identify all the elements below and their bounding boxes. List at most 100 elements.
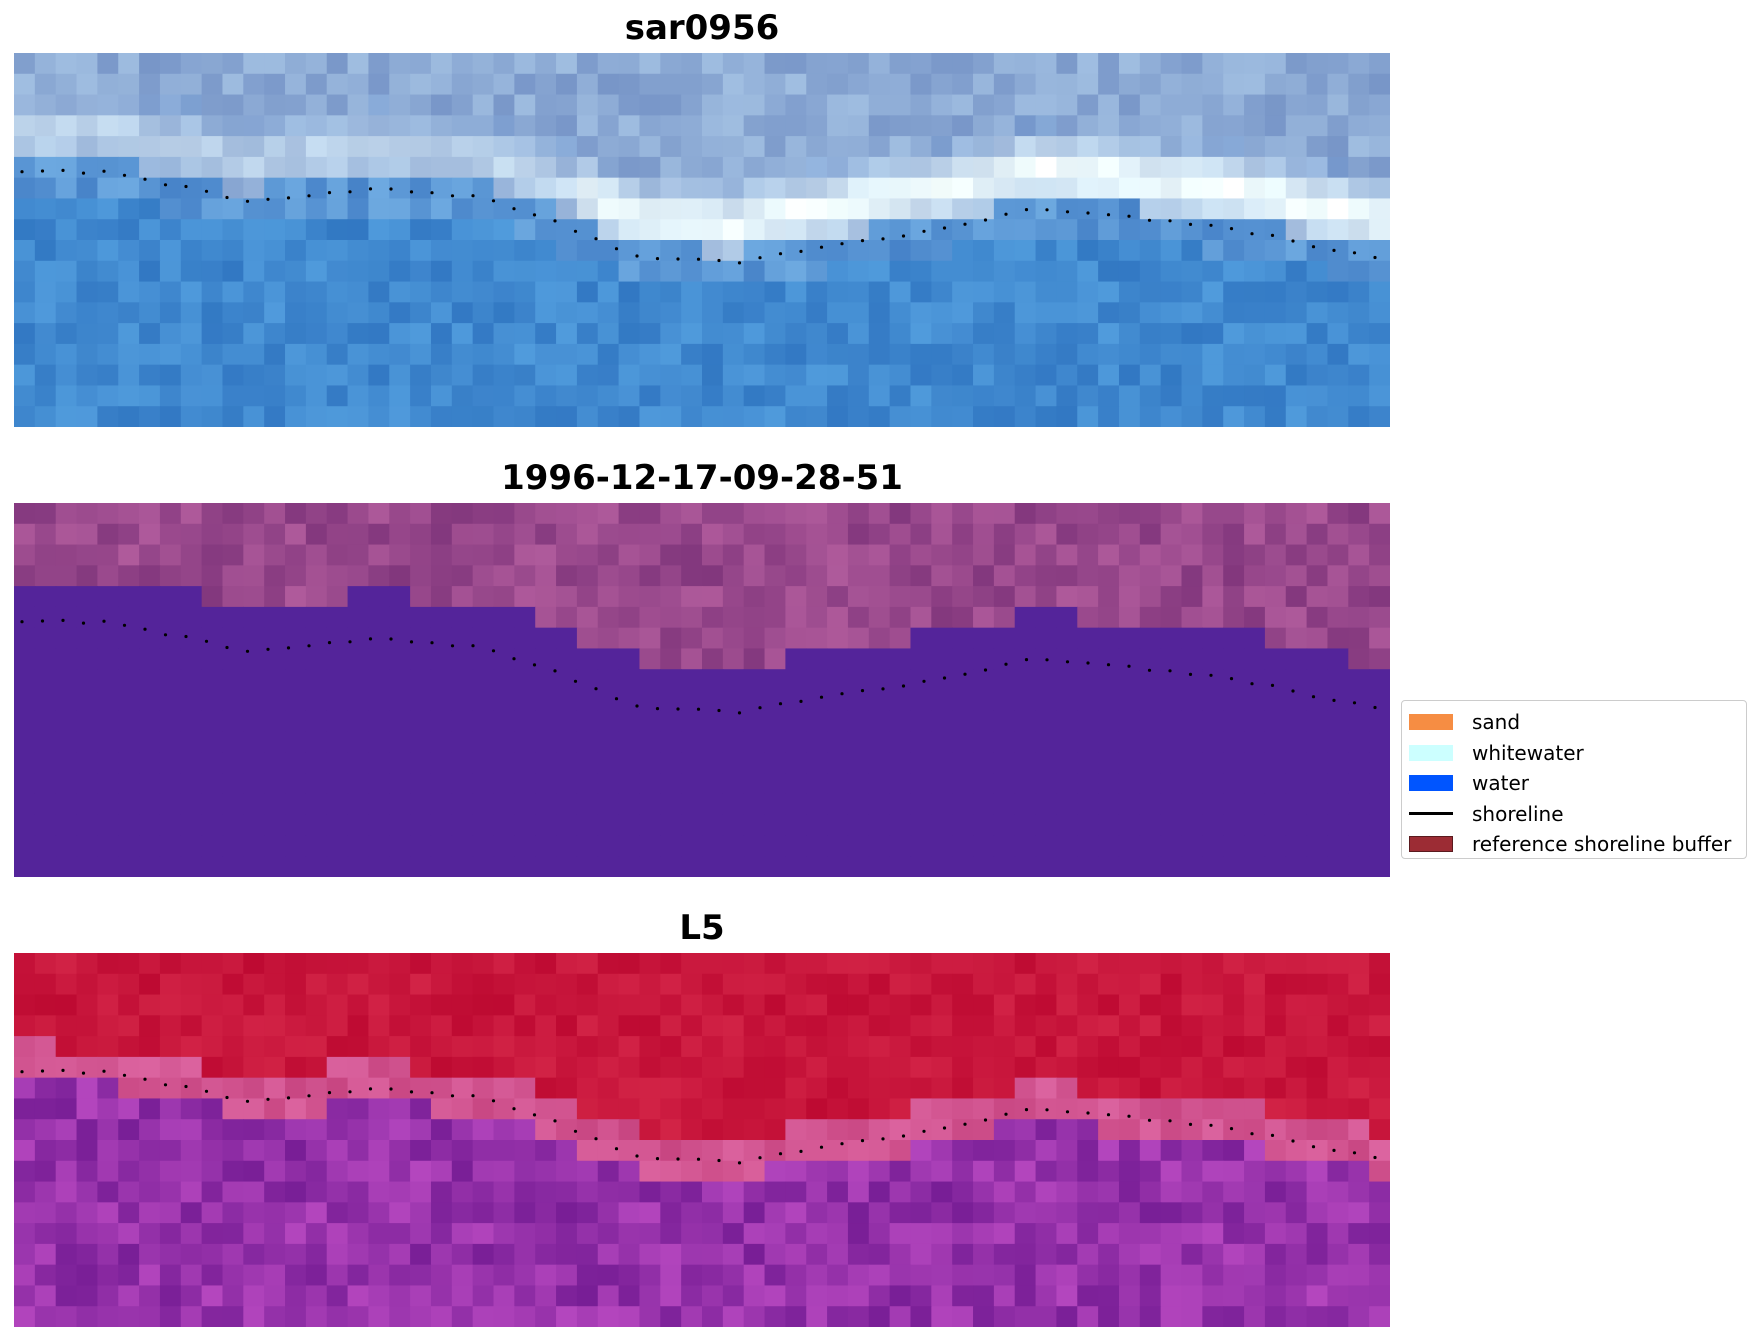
shoreline-dot [81,1071,86,1075]
image-pixel [1014,1306,1037,1327]
image-pixel [201,219,224,241]
image-pixel [1306,281,1329,303]
water-pixel [159,648,182,670]
water-pixel [34,690,57,712]
image-pixel [159,1181,182,1203]
image-pixel [785,364,807,387]
water-pixel [159,731,182,753]
image-pixel [1056,1036,1078,1058]
image-pixel [639,1119,661,1141]
image-pixel [743,323,766,345]
image-pixel [931,343,953,366]
image-pixel [847,260,870,283]
water-pixel [97,793,119,816]
image-pixel [1035,302,1058,324]
image-pixel [1264,1285,1287,1307]
shoreline-dot [1147,668,1152,672]
water-pixel [597,669,620,691]
image-pixel [785,281,807,303]
shoreline-dot [307,194,311,198]
land-pixel [1348,565,1370,587]
image-pixel [1035,1015,1058,1037]
image-pixel [639,177,661,200]
image-pixel [493,115,515,137]
land-pixel [618,627,641,650]
image-pixel [743,364,766,387]
land-pixel [889,606,912,629]
image-pixel [827,343,849,366]
image-pixel [1202,302,1224,324]
image-pixel [201,1119,224,1141]
image-pixel [1306,406,1329,427]
land-pixel [201,586,224,608]
image-pixel [1264,323,1287,345]
image-pixel [576,343,599,366]
image-pixel [952,1223,974,1245]
image-pixel [1285,1140,1308,1162]
land-pixel [910,503,932,525]
image-pixel [722,1056,745,1079]
water-pixel [806,690,828,712]
image-pixel [681,281,703,303]
water-pixel [702,731,724,753]
image-pixel [451,1160,474,1183]
water-pixel [243,627,265,650]
image-pixel [993,1077,1016,1100]
land-pixel [722,627,745,650]
image-pixel [847,1243,870,1266]
land-pixel [722,523,745,546]
image-pixel [1077,406,1099,427]
image-pixel [430,1181,453,1203]
image-pixel [34,973,57,996]
image-pixel [1202,1015,1224,1037]
image-pixel [973,136,995,158]
image-pixel [1056,1140,1078,1162]
image-pixel [201,260,224,283]
image-pixel [222,953,244,975]
land-pixel [1035,544,1058,566]
image-pixel [1369,115,1390,137]
image-pixel [139,1119,161,1141]
shoreline-dot [102,1069,106,1073]
image-pixel [1098,994,1120,1016]
land-pixel [305,503,328,525]
land-pixel [1285,503,1308,525]
land-pixel [847,586,870,608]
land-pixel [639,503,661,525]
land-pixel [514,565,536,587]
water-pixel [264,710,286,733]
water-pixel [1056,773,1078,795]
image-pixel [1077,260,1099,283]
image-pixel [952,115,974,137]
water-pixel [1181,752,1203,774]
land-pixel [535,606,557,629]
image-pixel [806,219,828,241]
image-pixel [535,1140,557,1162]
land-pixel [1139,586,1162,608]
image-pixel [410,1223,432,1245]
image-pixel [1056,1264,1078,1287]
image-pixel [1160,385,1183,407]
land-pixel [118,544,140,566]
shoreline-dot [348,190,352,194]
water-pixel [305,731,328,753]
image-pixel [472,364,495,387]
image-pixel [326,406,349,427]
image-pixel [785,1098,807,1120]
water-pixel [1264,773,1287,795]
land-pixel [139,503,161,525]
image-pixel [681,260,703,283]
shoreline-dot [1024,1108,1029,1112]
image-pixel [1077,136,1099,158]
water-pixel [1098,752,1120,774]
image-pixel [743,406,766,427]
image-pixel [576,240,599,262]
image-pixel [1056,973,1078,996]
image-pixel [827,1264,849,1287]
water-pixel [889,690,912,712]
water-pixel [639,856,661,877]
water-pixel [1202,835,1224,857]
water-pixel [264,856,286,877]
image-pixel [1014,1285,1037,1307]
image-pixel [285,1119,307,1141]
